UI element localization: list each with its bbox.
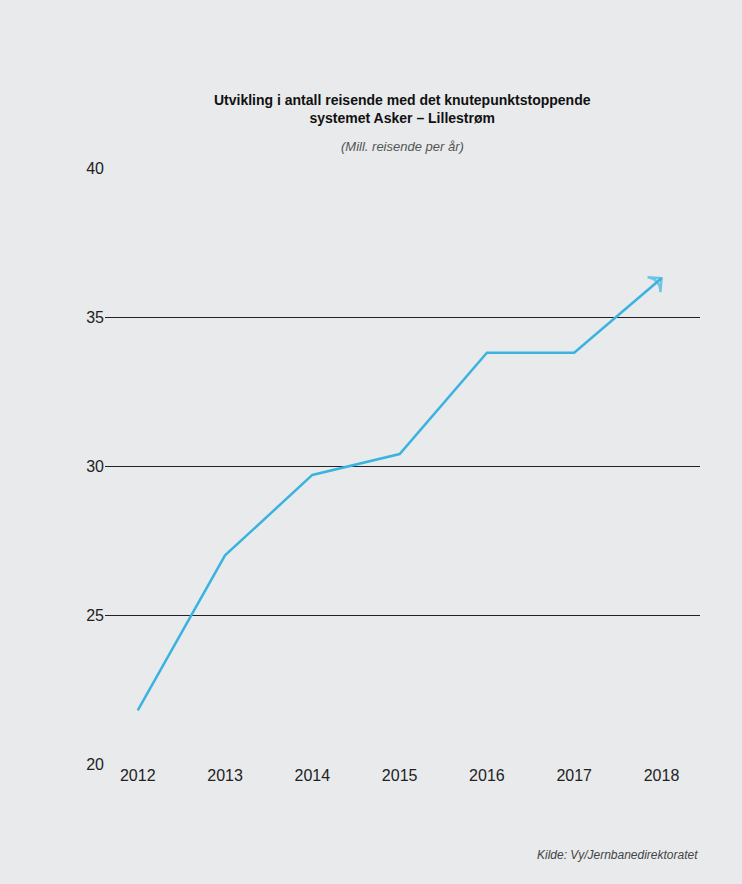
svg-text:(Mill. reisende per år): (Mill. reisende per år)	[341, 139, 464, 154]
svg-text:2013: 2013	[207, 767, 243, 784]
svg-text:Utvikling i antall reisende me: Utvikling i antall reisende med det knut…	[214, 92, 591, 126]
svg-text:2014: 2014	[295, 767, 331, 784]
svg-text:2015: 2015	[382, 767, 418, 784]
svg-text:25: 25	[86, 607, 104, 624]
svg-text:30: 30	[86, 458, 104, 475]
svg-text:2016: 2016	[469, 767, 505, 784]
svg-text:35: 35	[86, 309, 104, 326]
svg-text:2017: 2017	[556, 767, 592, 784]
svg-text:40: 40	[86, 160, 104, 177]
svg-text:20: 20	[86, 756, 104, 773]
svg-text:Kilde: Vy/Jernbanedirektoratet: Kilde: Vy/Jernbanedirektoratet	[537, 848, 698, 862]
svg-text:2018: 2018	[644, 767, 680, 784]
svg-text:2012: 2012	[120, 767, 156, 784]
